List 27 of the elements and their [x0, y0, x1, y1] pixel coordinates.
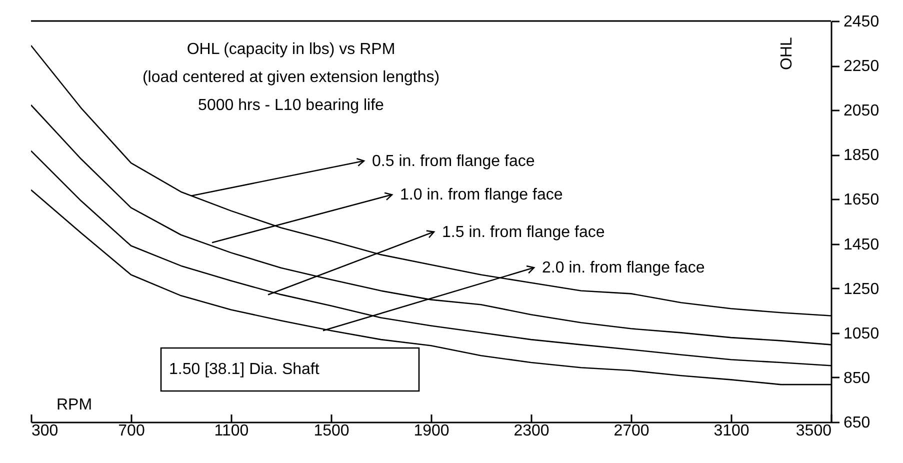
x-tick-label: 700 — [118, 422, 145, 440]
y-axis-title: OHL — [778, 36, 796, 70]
y-tick-label: 2050 — [844, 102, 880, 120]
annotation: 0.5 in. from flange face — [372, 152, 535, 170]
annotation: 2.0 in. from flange face — [542, 260, 705, 277]
x-tick-label: 3100 — [714, 422, 750, 440]
x-tick-label: 300 — [32, 422, 58, 440]
x-tick-label: 3500 — [796, 422, 832, 440]
y-tick-label: 1250 — [844, 280, 880, 298]
x-tick-label: 2300 — [514, 422, 550, 440]
annotation: 1.50 [38.1] Dia. Shaft — [169, 361, 320, 378]
y-tick-label: 1650 — [844, 192, 880, 209]
y-tick-label: 650 — [844, 414, 870, 432]
y-tick-label: 1450 — [844, 236, 880, 254]
text: OHL (capacity in lbs) vs RPM (load centered at given extension lengths) 5000 hrs - L10 bearing life — [142, 41, 440, 114]
annotation: 1.0 in. from flange face — [400, 186, 563, 204]
y-tick-label: 2450 — [844, 14, 880, 30]
y-tick-label: 850 — [844, 370, 870, 387]
x-tick-label: 1100 — [214, 422, 249, 440]
annotation: 1.5 in. from flange face — [442, 224, 605, 241]
x-tick-label: 1900 — [414, 422, 450, 440]
y-tick-label: 1850 — [844, 147, 880, 164]
x-tick-label: 1500 — [314, 422, 350, 440]
y-tick-label: 1050 — [844, 325, 880, 342]
x-axis-title: RPM — [56, 396, 92, 414]
y-tick-label: 2250 — [844, 58, 880, 76]
x-tick-label: 2700 — [614, 422, 650, 440]
